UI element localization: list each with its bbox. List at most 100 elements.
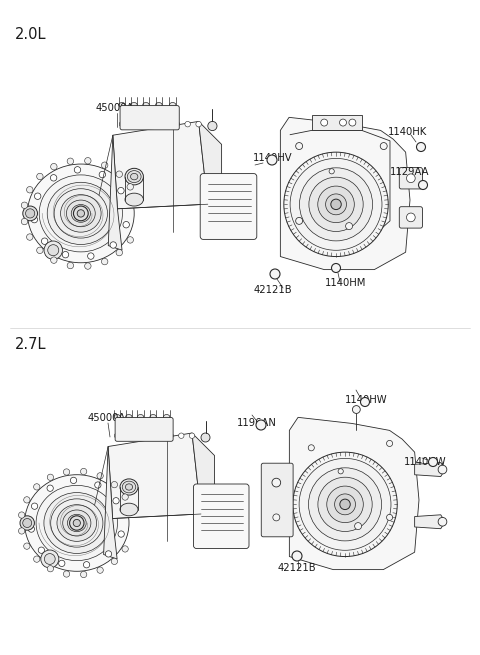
Circle shape (352, 405, 360, 413)
Ellipse shape (131, 174, 138, 180)
Circle shape (284, 152, 388, 257)
Circle shape (116, 250, 122, 256)
Circle shape (429, 457, 437, 466)
Circle shape (136, 433, 141, 438)
Circle shape (48, 245, 59, 255)
Circle shape (130, 121, 136, 127)
Circle shape (44, 241, 62, 259)
Circle shape (25, 209, 35, 218)
Ellipse shape (169, 103, 176, 107)
Circle shape (300, 168, 372, 241)
Circle shape (127, 183, 133, 190)
Circle shape (339, 119, 347, 126)
Circle shape (50, 257, 57, 263)
Polygon shape (415, 462, 445, 476)
Ellipse shape (164, 415, 170, 419)
Circle shape (26, 234, 33, 240)
Ellipse shape (120, 503, 138, 515)
Circle shape (327, 486, 363, 523)
Ellipse shape (150, 415, 156, 419)
Circle shape (111, 481, 118, 488)
Circle shape (386, 514, 393, 521)
Circle shape (293, 452, 397, 557)
Circle shape (74, 166, 81, 173)
Ellipse shape (137, 415, 144, 419)
Circle shape (97, 567, 103, 573)
Circle shape (24, 543, 30, 550)
Circle shape (407, 174, 415, 183)
Circle shape (67, 158, 73, 164)
Circle shape (81, 468, 87, 475)
Circle shape (272, 478, 281, 487)
Circle shape (338, 469, 343, 474)
Text: 1140HV: 1140HV (253, 153, 293, 163)
Circle shape (292, 551, 302, 561)
Circle shape (122, 546, 128, 552)
FancyBboxPatch shape (399, 207, 422, 228)
Circle shape (417, 143, 425, 151)
Polygon shape (280, 117, 410, 270)
Circle shape (23, 519, 32, 527)
Text: 1140HW: 1140HW (345, 395, 388, 405)
Ellipse shape (57, 504, 96, 541)
FancyBboxPatch shape (200, 174, 257, 239)
FancyBboxPatch shape (261, 463, 293, 537)
Circle shape (116, 171, 122, 178)
Circle shape (438, 517, 447, 526)
Polygon shape (192, 433, 215, 536)
Text: 1140HK: 1140HK (388, 127, 427, 137)
Circle shape (34, 556, 40, 562)
Text: 45000A: 45000A (96, 103, 134, 113)
Circle shape (325, 194, 347, 215)
Ellipse shape (71, 204, 90, 222)
Circle shape (73, 519, 80, 527)
Circle shape (101, 162, 108, 168)
Circle shape (23, 206, 37, 221)
Polygon shape (199, 121, 222, 227)
Circle shape (38, 547, 45, 553)
Circle shape (111, 558, 118, 565)
Circle shape (71, 477, 77, 483)
Circle shape (146, 433, 152, 438)
Circle shape (73, 206, 88, 221)
Circle shape (407, 213, 415, 222)
Circle shape (120, 121, 125, 127)
Circle shape (105, 551, 112, 557)
Circle shape (84, 561, 90, 568)
Circle shape (70, 515, 84, 530)
Circle shape (41, 550, 59, 568)
Ellipse shape (125, 484, 132, 490)
Ellipse shape (125, 193, 144, 206)
Circle shape (346, 223, 353, 230)
Ellipse shape (27, 164, 134, 263)
Circle shape (318, 186, 354, 223)
Circle shape (110, 242, 117, 248)
Text: 2.7L: 2.7L (15, 337, 47, 352)
Circle shape (329, 169, 334, 174)
FancyBboxPatch shape (193, 484, 249, 548)
Circle shape (62, 252, 69, 258)
Ellipse shape (44, 493, 110, 553)
Ellipse shape (119, 103, 125, 107)
Circle shape (127, 236, 133, 243)
Text: 1140HW: 1140HW (404, 457, 446, 467)
Circle shape (201, 433, 210, 442)
Circle shape (21, 218, 28, 225)
Circle shape (19, 528, 25, 534)
Circle shape (309, 468, 382, 541)
Circle shape (50, 175, 57, 181)
Ellipse shape (51, 499, 103, 547)
Ellipse shape (120, 479, 138, 495)
Ellipse shape (72, 518, 82, 528)
Text: 1129AA: 1129AA (390, 167, 430, 177)
Polygon shape (108, 135, 122, 250)
Circle shape (349, 119, 356, 126)
Circle shape (340, 499, 350, 510)
Polygon shape (108, 433, 201, 519)
Circle shape (174, 121, 180, 127)
Text: 1196AN: 1196AN (237, 418, 277, 428)
Circle shape (208, 121, 217, 130)
Circle shape (318, 477, 372, 531)
Ellipse shape (131, 103, 137, 107)
Circle shape (36, 247, 43, 253)
